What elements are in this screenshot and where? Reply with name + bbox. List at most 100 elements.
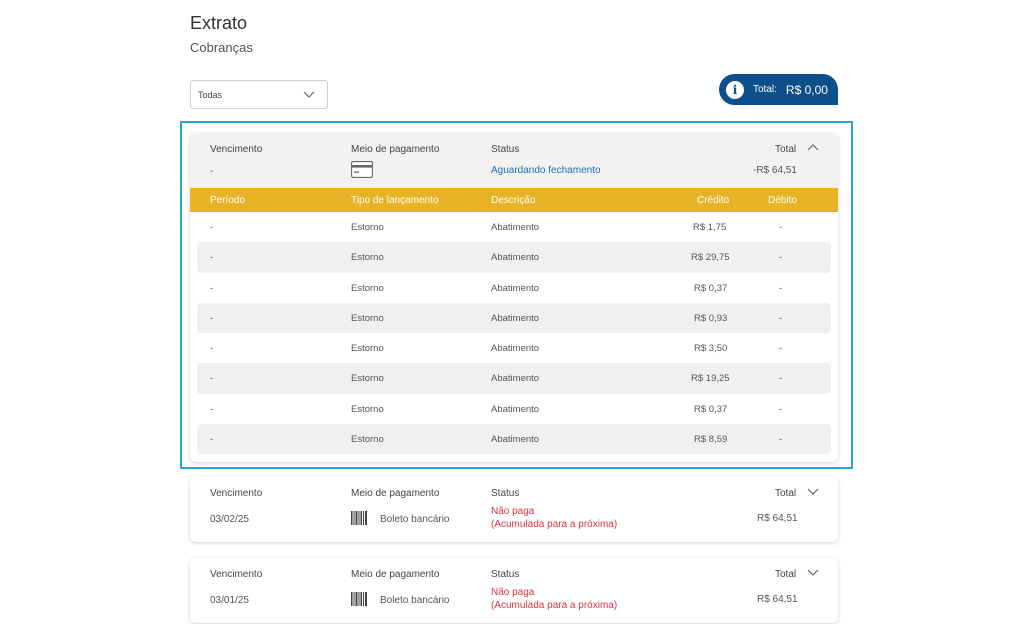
info-icon[interactable]: i <box>726 80 744 99</box>
row-descricao: Abatimento <box>491 343 540 355</box>
row-credito: R$ 8,59 <box>694 434 728 446</box>
barcode-icon <box>351 592 367 606</box>
total-value: R$ 64,51 <box>757 594 798 605</box>
row-descricao: Abatimento <box>491 222 540 233</box>
row-descricao: Abatimento <box>491 312 540 324</box>
col-vencimento: Vencimento <box>210 144 263 155</box>
status-filter-value: Todas <box>198 89 223 100</box>
col-status: Status <box>491 144 520 155</box>
col-status: Status <box>491 569 520 580</box>
row-periodo: - <box>210 434 214 446</box>
col-descricao: Descrição <box>491 195 536 206</box>
table-row: - Estorno Abatimento R$ 8,59 - <box>197 424 831 455</box>
row-credito: R$ 0,37 <box>694 282 728 294</box>
row-debito: - <box>779 343 783 355</box>
table-row: - Estorno Abatimento R$ 0,93 - <box>197 302 831 334</box>
row-tipo: Estorno <box>351 222 384 233</box>
statement-card[interactable]: Vencimento Meio de pagamento Status Tota… <box>190 558 838 623</box>
row-debito: - <box>779 252 783 264</box>
barcode-icon <box>351 511 367 525</box>
col-periodo: Período <box>210 195 246 206</box>
row-descricao: Abatimento <box>491 434 540 446</box>
row-periodo: - <box>210 312 214 324</box>
chevron-down-icon[interactable] <box>806 484 820 498</box>
col-vencimento: Vencimento <box>210 569 263 580</box>
chevron-down-icon <box>303 91 315 98</box>
row-periodo: - <box>210 282 214 294</box>
row-credito: R$ 3,50 <box>694 343 728 355</box>
status-note: (Acumulada para a próxima) <box>491 600 618 611</box>
table-row: - Estorno Abatimento R$ 3,50 - <box>197 333 831 363</box>
col-meio-pagamento: Meio de pagamento <box>351 488 440 499</box>
row-tipo: Estorno <box>351 343 384 355</box>
detail-rows: - Estorno Abatimento R$ 1,75 - - Estorno… <box>197 212 831 455</box>
statement-card: Vencimento Meio de pagamento Status Tota… <box>190 133 838 462</box>
row-tipo: Estorno <box>351 373 384 385</box>
status-value: Não paga <box>491 587 535 598</box>
col-vencimento: Vencimento <box>210 488 263 499</box>
col-meio-pagamento: Meio de pagamento <box>351 144 440 155</box>
table-row: - Estorno Abatimento R$ 29,75 - <box>197 242 831 273</box>
col-total: Total <box>775 144 797 155</box>
row-debito: - <box>779 312 783 324</box>
col-debito: Débito <box>768 195 797 206</box>
total-summary-badge: i Total: R$ 0,00 <box>719 74 838 105</box>
focus-highlight <box>180 121 853 469</box>
page-title: Extrato <box>190 13 248 33</box>
row-debito: - <box>779 373 783 385</box>
row-credito: R$ 0,37 <box>694 403 728 415</box>
row-debito: - <box>779 222 783 233</box>
statement-card[interactable]: Vencimento Meio de pagamento Status Tota… <box>190 477 838 542</box>
table-row: - Estorno Abatimento R$ 0,37 - <box>197 273 831 303</box>
row-periodo: - <box>210 343 214 355</box>
vencimento-value: - <box>210 166 214 177</box>
total-value: R$ 0,00 <box>785 82 828 97</box>
vencimento-value: 03/02/25 <box>210 514 249 525</box>
col-meio-pagamento: Meio de pagamento <box>351 569 440 580</box>
col-total: Total <box>775 488 797 499</box>
table-row: - Estorno Abatimento R$ 1,75 - <box>197 212 831 242</box>
status-value: Não paga <box>491 506 535 517</box>
row-periodo: - <box>210 222 214 233</box>
row-descricao: Abatimento <box>491 403 540 415</box>
row-debito: - <box>779 403 783 415</box>
col-status: Status <box>491 488 520 499</box>
row-periodo: - <box>210 373 214 385</box>
row-tipo: Estorno <box>351 312 384 324</box>
status-filter-select[interactable]: Todas <box>190 80 328 109</box>
row-tipo: Estorno <box>351 252 384 264</box>
row-tipo: Estorno <box>351 434 384 446</box>
row-tipo: Estorno <box>351 403 384 415</box>
row-credito: R$ 29,75 <box>691 252 730 264</box>
row-descricao: Abatimento <box>491 282 540 294</box>
row-credito: R$ 0,93 <box>694 312 728 324</box>
col-credito: Crédito <box>697 195 730 206</box>
row-credito: R$ 19,25 <box>691 373 730 385</box>
detail-table-header: Período Tipo de lançamento Descrição Cré… <box>190 188 838 212</box>
total-value: R$ 64,51 <box>757 513 798 524</box>
row-periodo: - <box>210 252 214 264</box>
col-total: Total <box>775 569 797 580</box>
status-note: (Acumulada para a próxima) <box>491 519 618 530</box>
row-descricao: Abatimento <box>491 252 540 264</box>
total-value: -R$ 64,51 <box>753 165 797 176</box>
credit-card-icon <box>351 161 373 178</box>
statement-card-header[interactable]: Vencimento Meio de pagamento Status Tota… <box>190 133 838 188</box>
row-descricao: Abatimento <box>491 373 540 385</box>
page-subtitle: Cobranças <box>190 40 253 55</box>
table-row: - Estorno Abatimento R$ 0,37 - <box>197 394 831 424</box>
row-debito: - <box>779 434 783 446</box>
status-value: Aguardando fechamento <box>491 165 601 176</box>
table-row: - Estorno Abatimento R$ 19,25 - <box>197 363 831 394</box>
row-tipo: Estorno <box>351 282 384 294</box>
row-debito: - <box>779 282 783 294</box>
meio-pagamento-value: Boleto bancário <box>380 514 450 525</box>
vencimento-value: 03/01/25 <box>210 595 249 606</box>
col-tipo-lancamento: Tipo de lançamento <box>351 195 439 206</box>
row-credito: R$ 1,75 <box>693 222 727 233</box>
total-label: Total: <box>753 84 777 95</box>
chevron-up-icon[interactable] <box>806 141 820 155</box>
row-periodo: - <box>210 403 214 415</box>
chevron-down-icon[interactable] <box>806 565 820 579</box>
meio-pagamento-value: Boleto bancário <box>380 595 450 606</box>
